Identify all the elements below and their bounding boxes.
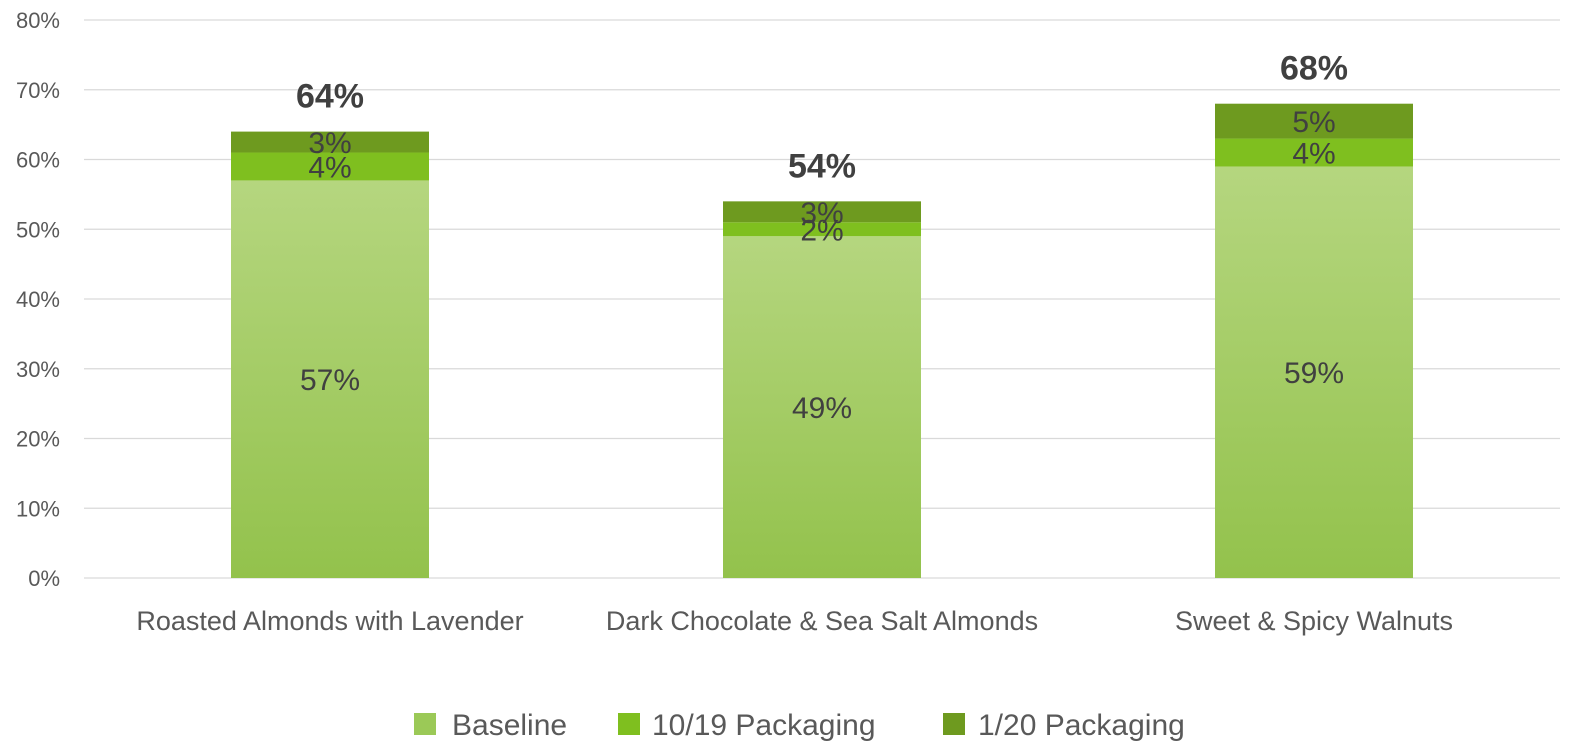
x-axis-categories: Roasted Almonds with Lavender Dark Chocol… xyxy=(136,606,1453,636)
category-label: Dark Chocolate & Sea Salt Almonds xyxy=(606,606,1038,636)
y-tick-label: 30% xyxy=(16,357,60,382)
y-axis-ticks: 0% 10% 20% 30% 40% 50% 60% 70% 80% xyxy=(16,8,60,591)
bar-segment xyxy=(1215,138,1413,167)
y-tick-label: 10% xyxy=(16,496,60,521)
bar-segment xyxy=(231,180,429,579)
y-tick-label: 20% xyxy=(16,427,60,452)
bars xyxy=(231,103,1413,579)
data-labels: 57%4%3%64%49%2%3%54%59%4%5%68% xyxy=(296,50,1348,425)
bar-segment xyxy=(231,152,429,181)
legend-label: Baseline xyxy=(452,709,567,742)
legend-swatch xyxy=(618,713,640,735)
y-tick-label: 40% xyxy=(16,287,60,312)
data-label: 4% xyxy=(1292,138,1335,171)
bar-segment xyxy=(1215,103,1413,139)
category-label: Roasted Almonds with Lavender xyxy=(136,606,523,636)
data-label: 2% xyxy=(800,214,843,247)
category-label: Sweet & Spicy Walnuts xyxy=(1175,606,1453,636)
bar-segment xyxy=(723,201,921,223)
legend-swatch xyxy=(414,713,436,735)
total-label: 68% xyxy=(1280,50,1348,88)
data-label: 3% xyxy=(800,197,843,230)
legend-label: 10/19 Packaging xyxy=(652,709,876,742)
bar-segment xyxy=(1215,166,1413,578)
data-label: 57% xyxy=(300,364,360,397)
data-label: 4% xyxy=(308,151,351,184)
bar-segment xyxy=(723,222,921,237)
data-label: 59% xyxy=(1284,357,1344,390)
total-label: 64% xyxy=(296,78,364,116)
y-tick-label: 60% xyxy=(16,148,60,173)
y-tick-label: 0% xyxy=(28,566,60,591)
y-tick-label: 80% xyxy=(16,8,60,33)
data-label: 5% xyxy=(1292,106,1335,139)
data-label: 3% xyxy=(308,127,351,160)
y-tick-label: 50% xyxy=(16,217,60,242)
bar-segment xyxy=(723,236,921,578)
data-label: 49% xyxy=(792,392,852,425)
total-label: 54% xyxy=(788,147,856,185)
legend-swatch xyxy=(943,713,965,735)
legend: Baseline 10/19 Packaging 1/20 Packaging xyxy=(414,709,1185,742)
y-tick-label: 70% xyxy=(16,78,60,103)
legend-label: 1/20 Packaging xyxy=(978,709,1185,742)
bar-segment xyxy=(231,131,429,153)
